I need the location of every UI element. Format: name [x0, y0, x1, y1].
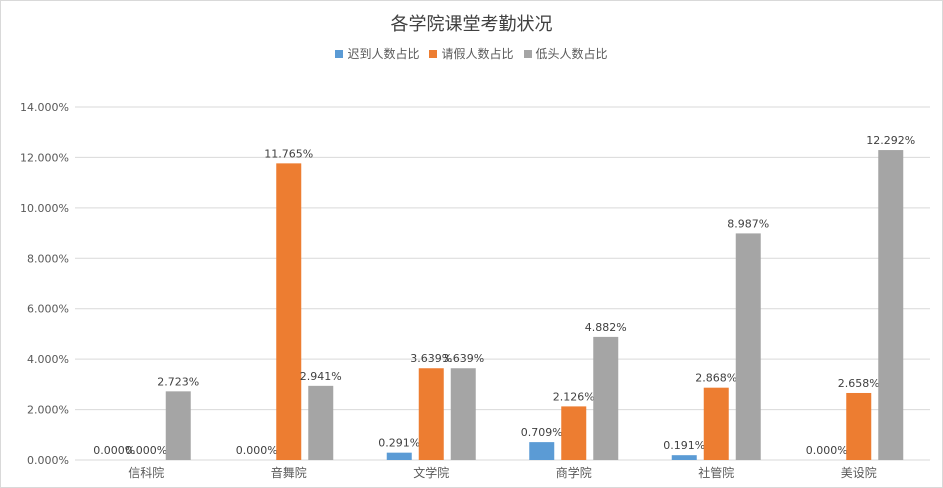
legend-item-late: 迟到人数占比: [335, 45, 419, 62]
legend-label-leave: 请假人数占比: [441, 47, 514, 61]
legend-item-leave: 请假人数占比: [429, 45, 514, 62]
bar: [703, 387, 729, 460]
data-label: 2.868%: [695, 372, 737, 385]
bar: [878, 150, 904, 461]
bar: [450, 368, 476, 460]
bar: [846, 392, 872, 460]
data-label: 0.291%: [378, 437, 420, 450]
data-label: 4.882%: [585, 321, 627, 334]
data-label: 12.292%: [866, 134, 915, 147]
x-tick-label: 音舞院: [271, 465, 307, 480]
y-tick-label: 10.000%: [20, 202, 69, 215]
data-label: 0.191%: [663, 439, 705, 452]
bar: [386, 452, 412, 460]
x-tick-label: 文学院: [413, 465, 449, 480]
y-tick-label: 0.000%: [27, 454, 69, 467]
y-tick-label: 4.000%: [27, 353, 69, 366]
y-tick-label: 6.000%: [27, 303, 69, 316]
legend-swatch-late: [335, 49, 344, 58]
chart-title: 各学院课堂考勤状况: [390, 14, 553, 35]
data-label: 3.639%: [410, 352, 452, 365]
data-label: 0.000%: [236, 444, 278, 457]
bar: [418, 368, 444, 460]
bar: [671, 455, 697, 460]
x-tick-label: 商学院: [556, 465, 592, 480]
y-tick-label: 14.000%: [20, 101, 69, 114]
legend-swatch-head-down: [523, 49, 532, 58]
y-tick-label: 8.000%: [27, 252, 69, 265]
legend: 迟到人数占比 请假人数占比 低头人数占比: [0, 45, 943, 62]
x-tick-label: 社管院: [698, 465, 734, 480]
y-tick-label: 12.000%: [20, 151, 69, 164]
data-label: 11.765%: [264, 147, 313, 160]
data-label: 2.126%: [553, 390, 595, 403]
data-label: 3.639%: [442, 352, 484, 365]
bar: [165, 391, 191, 460]
data-label: 0.000%: [93, 444, 135, 457]
legend-item-head-down: 低头人数占比: [523, 45, 608, 62]
data-label: 8.987%: [727, 217, 769, 230]
data-label: 0.709%: [521, 426, 563, 439]
data-label: 2.723%: [157, 375, 199, 388]
bar: [593, 336, 619, 460]
bar: [276, 163, 302, 460]
data-label: 2.941%: [300, 370, 342, 383]
legend-swatch-leave: [429, 49, 438, 58]
bar: [561, 406, 587, 460]
legend-label-head-down: 低头人数占比: [535, 47, 608, 61]
y-tick-label: 2.000%: [27, 404, 69, 417]
data-label: 2.658%: [838, 377, 880, 390]
bar: [308, 385, 334, 460]
data-label: 0.000%: [125, 444, 167, 457]
legend-label-late: 迟到人数占比: [347, 47, 420, 61]
x-tick-label: 信科院: [128, 466, 164, 480]
x-tick-label: 美设院: [841, 466, 877, 480]
bar: [735, 233, 761, 460]
data-label: 0.000%: [806, 444, 848, 457]
bar: [529, 442, 555, 460]
